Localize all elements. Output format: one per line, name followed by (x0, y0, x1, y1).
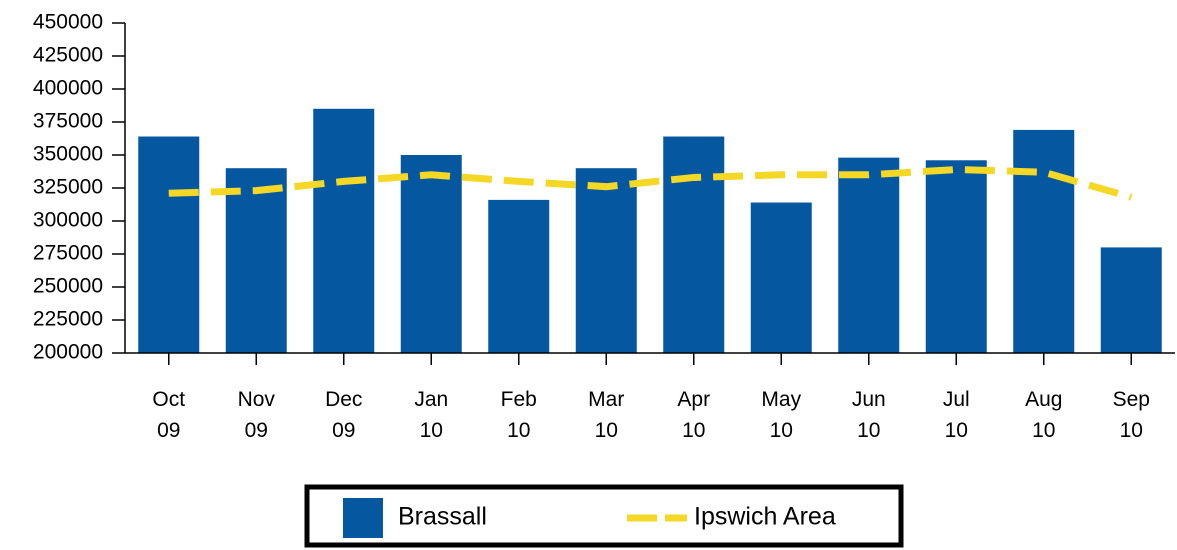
bar (838, 157, 900, 353)
x-tick-label: Oct 09 (152, 388, 185, 442)
bar (663, 136, 725, 353)
x-tick-label: May 10 (761, 388, 801, 442)
y-tick-label: 250000 (33, 275, 103, 298)
legend-swatch (343, 498, 383, 538)
x-tick-label: Dec 09 (325, 388, 362, 442)
bar (313, 108, 375, 353)
x-tick-label: Sep 10 (1113, 388, 1150, 442)
x-tick-label: Mar 10 (588, 388, 624, 442)
bar (1013, 129, 1075, 353)
y-tick-label: 225000 (33, 308, 103, 331)
y-tick-label: 325000 (33, 176, 103, 199)
legend-box (304, 484, 904, 548)
y-tick-label: 450000 (33, 11, 103, 34)
x-tick-label: Jun 10 (852, 388, 886, 442)
y-tick-label: 425000 (33, 44, 103, 67)
y-tick-label: 375000 (33, 110, 103, 133)
bar (575, 168, 637, 353)
y-tick-label: 350000 (33, 143, 103, 166)
bar (400, 155, 462, 353)
x-tick-label: Nov 09 (238, 388, 276, 442)
legend-label: Brassall (398, 503, 487, 531)
bar (138, 136, 200, 353)
bar (225, 168, 287, 353)
line-series (168, 166, 1133, 201)
x-tick-label: Feb 10 (501, 388, 537, 442)
x-tick-label: Jul 10 (943, 388, 970, 442)
bar (1100, 247, 1162, 353)
y-tick-label: 275000 (33, 242, 103, 265)
bar (488, 199, 550, 353)
y-tick-label: 300000 (33, 209, 103, 232)
legend-label: Ipswich Area (694, 503, 836, 531)
x-tick-label: Aug 10 (1025, 388, 1062, 442)
y-tick-label: 200000 (33, 341, 103, 364)
x-tick-label: Jan 10 (414, 388, 448, 442)
bar (925, 160, 987, 353)
x-tick-label: Apr 10 (677, 388, 710, 442)
y-tick-label: 400000 (33, 77, 103, 100)
bar (750, 202, 812, 353)
